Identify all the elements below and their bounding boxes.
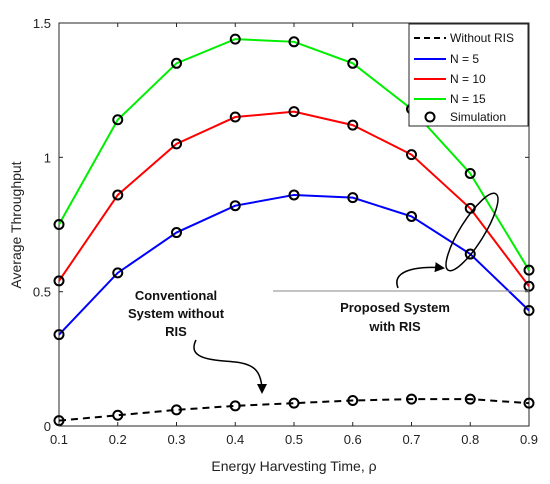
- legend-box: [408, 23, 529, 127]
- series-line-3: [58, 38, 530, 271]
- simulation-point: [406, 393, 417, 405]
- annotation-conventional: Conventional System without RIS: [128, 288, 267, 394]
- annotation-proposed-ellipse: [445, 192, 499, 272]
- x-tick-label: 0.8: [461, 432, 479, 447]
- annotation-conventional-line2: System without: [128, 306, 225, 321]
- simulation-point: [523, 264, 535, 276]
- series-line-0: [58, 398, 530, 422]
- series-line-2: [58, 110, 530, 287]
- x-axis-label: Energy Harvesting Time, ρ: [211, 458, 376, 474]
- legend-label-n10: N = 10: [450, 72, 486, 86]
- simulation-point: [171, 227, 182, 239]
- simulation-point: [112, 409, 124, 421]
- x-ticks: 0.1 0.2 0.3 0.4 0.5 0.6 0.7 0.8 0.9: [50, 23, 538, 447]
- simulation-point: [229, 200, 241, 212]
- simulation-point: [464, 167, 476, 179]
- simulation-point: [112, 114, 124, 126]
- simulation-point: [406, 149, 417, 161]
- simulation-point: [347, 57, 359, 69]
- simulation-point: [288, 397, 300, 409]
- y-tick-label: 1: [44, 150, 51, 165]
- legend-label-n15: N = 15: [450, 92, 486, 106]
- simulation-point: [53, 219, 65, 230]
- simulation-point: [464, 248, 476, 260]
- legend-marker-simulation: [424, 111, 436, 123]
- x-tick-label: 0.6: [344, 432, 362, 447]
- simulation-point: [112, 189, 124, 201]
- simulation-point: [347, 394, 359, 406]
- legend: Without RIS N = 5 N = 10 N = 15 Simulati…: [408, 23, 529, 127]
- simulation-point: [464, 393, 476, 405]
- x-tick-label: 0.2: [109, 432, 127, 447]
- simulation-point: [229, 33, 241, 45]
- annotation-proposed-arrow: [396, 262, 445, 289]
- legend-label-n5: N = 5: [450, 52, 479, 66]
- x-tick-label: 0.9: [520, 432, 538, 447]
- x-tick-label: 0.4: [226, 432, 244, 447]
- series-line-1: [58, 193, 530, 336]
- y-tick-label: 0.5: [33, 285, 51, 300]
- annotation-conventional-line1: Conventional: [135, 288, 217, 303]
- simulation-point: [229, 400, 241, 412]
- annotation-proposed-line2: with RIS: [368, 319, 421, 334]
- simulation-point: [347, 192, 359, 204]
- simulation-point: [288, 36, 300, 48]
- simulation-point: [229, 111, 241, 123]
- x-tick-label: 0.3: [167, 432, 185, 447]
- annotation-conventional-arrow: [193, 339, 267, 394]
- x-tick-label: 0.5: [285, 432, 303, 447]
- simulation-point: [171, 404, 182, 416]
- annotation-conventional-line3: RIS: [165, 324, 187, 339]
- y-tick-label: 1.5: [33, 16, 51, 31]
- annotation-proposed-line1: Proposed System: [340, 300, 450, 315]
- simulation-point: [53, 275, 65, 287]
- simulation-point: [523, 397, 535, 409]
- y-axis-label: Average Throughput: [8, 161, 24, 288]
- y-tick-label: 0: [44, 419, 51, 434]
- legend-label-without-ris: Without RIS: [450, 31, 514, 45]
- simulation-point: [347, 119, 359, 131]
- simulation-point: [53, 329, 65, 341]
- y-ticks: 0 0.5 1 1.5: [33, 16, 529, 434]
- simulation-point: [288, 189, 300, 201]
- annotation-proposed: Proposed System with RIS: [273, 192, 529, 334]
- simulation-point: [112, 267, 124, 279]
- x-tick-label: 0.7: [402, 432, 420, 447]
- simulation-point: [406, 210, 417, 222]
- legend-label-simulation: Simulation: [450, 110, 506, 124]
- simulation-point: [288, 106, 300, 118]
- simulation-point: [171, 138, 182, 150]
- simulation-point: [523, 304, 535, 316]
- series-layer: [53, 33, 535, 427]
- x-tick-label: 0.1: [50, 432, 68, 447]
- simulation-point: [171, 57, 182, 69]
